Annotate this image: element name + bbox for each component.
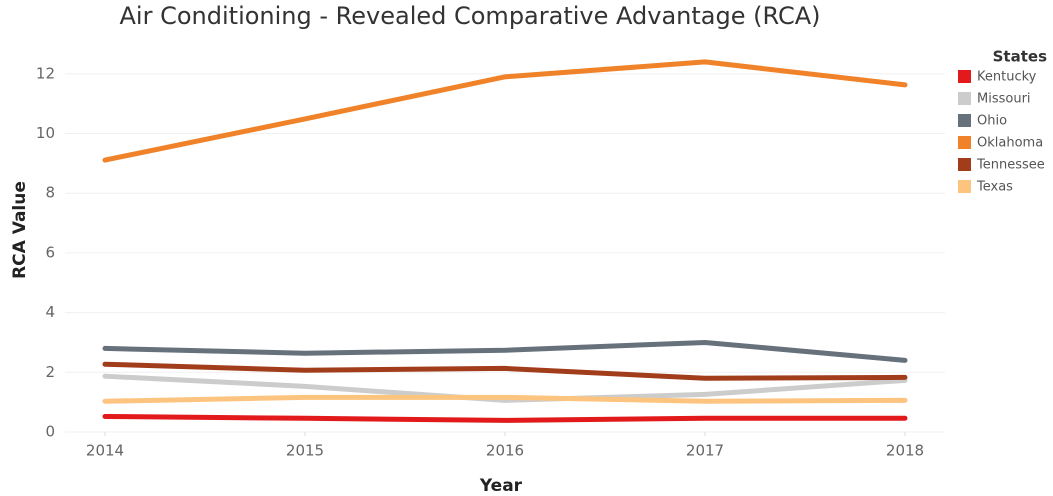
series-line	[102, 394, 908, 404]
legend-label: Missouri	[977, 92, 1031, 107]
legend-label: Ohio	[977, 114, 1007, 129]
legend-label: Oklahoma	[977, 136, 1043, 151]
y-tick-label: 12	[36, 64, 55, 82]
series-line	[102, 59, 908, 163]
series-line	[102, 339, 908, 363]
legend-label: Texas	[976, 180, 1013, 195]
legend-swatch	[958, 92, 971, 105]
x-axis-title: Year	[479, 476, 523, 496]
x-tick-label: 2016	[486, 442, 524, 460]
series-line	[102, 373, 908, 403]
legend-swatch	[958, 180, 971, 193]
legend-swatch	[958, 136, 971, 149]
y-tick-label: 0	[45, 423, 55, 441]
y-tick-label: 2	[45, 363, 55, 381]
x-tick-label: 2018	[886, 442, 924, 460]
legend-label: Kentucky	[977, 70, 1037, 85]
y-tick-label: 8	[45, 184, 55, 202]
y-tick-label: 6	[45, 243, 55, 261]
legend-swatch	[958, 70, 971, 83]
y-tick-label: 4	[45, 303, 55, 321]
x-tick-label: 2015	[286, 442, 324, 460]
legend-label: Tennessee	[976, 158, 1045, 173]
series-line	[102, 361, 908, 381]
legend-swatch	[958, 158, 971, 171]
chart-title: Air Conditioning - Revealed Comparative …	[120, 2, 821, 30]
y-tick-label: 10	[36, 124, 55, 142]
y-axis-title: RCA Value	[10, 181, 30, 279]
legend-title: States	[993, 48, 1047, 66]
x-tick-label: 2014	[86, 442, 124, 460]
x-tick-label: 2017	[686, 442, 724, 460]
legend-swatch	[958, 114, 971, 127]
series-line	[102, 413, 908, 423]
